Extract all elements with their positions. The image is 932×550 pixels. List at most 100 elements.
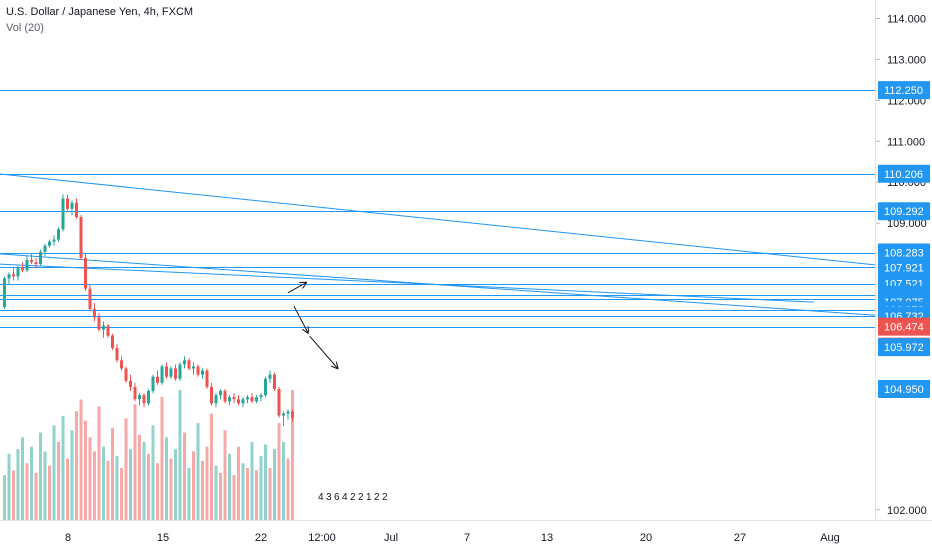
candle-body xyxy=(241,399,245,404)
volume-bar xyxy=(277,423,281,520)
volume-value-label: 2 xyxy=(382,492,388,503)
price-label: 104.950 xyxy=(878,379,930,398)
price-label-bg xyxy=(878,164,930,183)
price-axis[interactable]: 114.000113.000112.000111.000110.000109.0… xyxy=(875,0,931,520)
price-label-text: 110.206 xyxy=(884,169,923,181)
chart-legend: U.S. Dollar / Japanese Yen, 4h, FXCM Vol… xyxy=(6,4,193,36)
price-label-bg xyxy=(878,379,930,398)
volume-bar xyxy=(75,411,78,520)
candle-body xyxy=(52,239,56,242)
volume-bar xyxy=(264,444,267,520)
candle-body xyxy=(61,198,65,230)
volume-bar xyxy=(273,449,276,520)
arrow-drawings xyxy=(287,283,338,369)
symbol-title[interactable]: U.S. Dollar / Japanese Yen, 4h, FXCM xyxy=(6,6,194,18)
volume-bar xyxy=(120,468,123,520)
candle-body xyxy=(174,368,177,379)
price-tick-label: 109.000 xyxy=(887,218,927,230)
candle-body xyxy=(259,395,263,398)
volume-bar xyxy=(12,470,15,520)
price-label: 107.921 xyxy=(878,258,930,277)
time-tick-label: Aug xyxy=(820,532,840,544)
candle-body xyxy=(232,397,236,400)
candle-body xyxy=(7,274,11,279)
arrow xyxy=(287,283,306,294)
candle-body xyxy=(30,260,33,263)
time-tick-label: Jul xyxy=(384,532,398,544)
candle-body xyxy=(160,366,164,383)
time-tick-label: 8 xyxy=(65,532,71,544)
volume-bar xyxy=(3,475,6,520)
volume-bar xyxy=(196,423,200,520)
volume-bar xyxy=(174,449,177,520)
volume-bar xyxy=(115,456,119,520)
price-label: 110.206 xyxy=(878,164,930,183)
volume-bar xyxy=(133,404,137,520)
time-tick-label: 22 xyxy=(255,532,267,544)
volume-bar xyxy=(7,453,11,520)
candle-body xyxy=(84,257,87,289)
candle-body xyxy=(102,325,105,330)
volume-bar xyxy=(16,449,20,520)
candle-body xyxy=(178,364,182,379)
volume-bar xyxy=(48,465,51,520)
volume-bar xyxy=(79,399,83,520)
candle-body xyxy=(214,395,218,404)
volume-bar xyxy=(97,406,101,520)
volume-bar xyxy=(214,465,218,520)
candle-body xyxy=(277,388,281,416)
volume-bar xyxy=(210,413,213,520)
trend-line xyxy=(0,173,876,266)
candle-body xyxy=(282,413,285,416)
candle-body xyxy=(286,411,290,414)
candle-body xyxy=(57,229,60,240)
price-label-text: 104.950 xyxy=(884,384,924,396)
candle-body xyxy=(120,360,123,369)
volume-indicator-label[interactable]: Vol (20) xyxy=(6,22,44,34)
candle-body xyxy=(228,397,231,402)
candle-body xyxy=(205,370,209,387)
volume-bar xyxy=(106,460,110,520)
candle-body xyxy=(147,391,150,404)
candle-body xyxy=(43,245,47,252)
candle-body xyxy=(97,317,101,330)
candle-body xyxy=(111,335,114,349)
candles xyxy=(3,194,294,426)
volume-value-label: 1 xyxy=(366,492,372,503)
volume-bar xyxy=(25,463,29,520)
candle-body xyxy=(16,268,20,277)
volume-bar xyxy=(70,430,74,520)
volume-bar xyxy=(93,451,96,520)
time-axis[interactable]: 8 15 22 12:00 Jul 7 13 20 27 Aug xyxy=(0,520,932,545)
volume-bar xyxy=(187,468,191,520)
volume-bar xyxy=(291,390,294,520)
candle-body xyxy=(151,376,155,392)
candle-body xyxy=(39,251,42,265)
candle-body xyxy=(21,268,24,271)
volume-bar xyxy=(138,434,141,520)
candle-body xyxy=(88,288,92,310)
candle-body xyxy=(106,325,110,336)
price-label: 105.972 xyxy=(878,338,930,357)
candle-body xyxy=(223,391,227,402)
candle-body xyxy=(138,395,141,400)
volume-bar xyxy=(205,446,209,520)
volume-bar xyxy=(169,458,173,520)
volume-bar xyxy=(237,446,240,520)
candle-body xyxy=(237,399,240,404)
volume-bar xyxy=(201,460,204,520)
volume-value-label: 3 xyxy=(326,492,332,503)
volume-bar xyxy=(66,458,69,520)
time-tick-label: 20 xyxy=(640,532,652,544)
volume-bar xyxy=(241,463,245,520)
volume-bar xyxy=(88,437,92,520)
candle-body xyxy=(169,368,173,377)
volume-bar xyxy=(232,475,236,520)
candle-body xyxy=(273,374,276,389)
price-label: 106.474 xyxy=(878,317,930,336)
candle-body xyxy=(165,366,168,377)
candle-body xyxy=(25,260,29,271)
volume-value-label: 2 xyxy=(358,492,364,503)
